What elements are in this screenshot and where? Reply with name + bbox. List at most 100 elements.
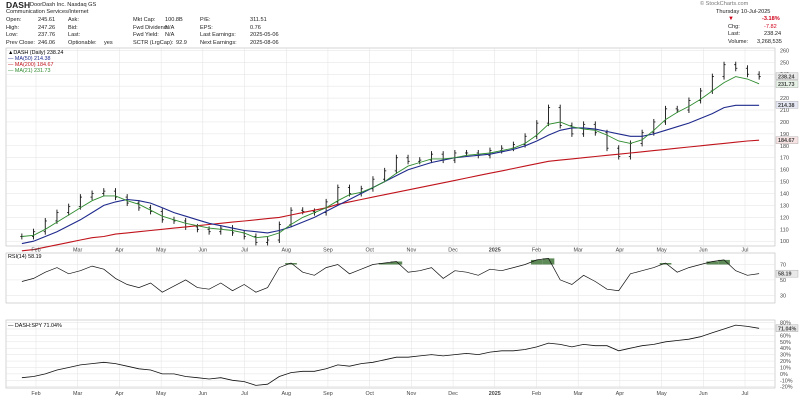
symbol-label: DASH [6,0,31,10]
quote-label: Volume: [728,38,749,45]
quote-value: 311.51 [250,17,267,23]
month-tick-label: Sep [323,391,333,397]
rsi-tick-label: 70 [780,263,786,269]
ratio-tick-label: 10% [780,365,791,371]
panel-frames [5,47,776,389]
change-value: -7.82 [764,23,777,30]
value-badge-box [775,324,799,332]
rsi-overbought-fill [390,261,403,265]
month-tick-label: Aug [281,248,291,254]
quote-label: P/E: [200,17,211,23]
price-tick-label: 190 [780,132,789,138]
quote-label: Low: [6,32,18,38]
panel-frame-3 [5,319,776,389]
quote-value: 238.24 [764,31,782,37]
rsi-overbought-fill [530,259,543,265]
ratio-tick-label: 80% [780,321,791,327]
quote-label: Fwd Yield: [133,32,159,38]
quote-value: 246.06 [38,39,56,46]
price-tick-label: 210 [780,108,789,114]
month-tick-label: Feb [532,391,541,397]
ratio-tick-label: -20% [780,385,793,391]
change-percent: -3.18% [762,16,780,22]
watermark: © StockCharts.com [700,1,749,7]
company-name: DoorDash Inc. Nasdaq GS [30,1,97,8]
ratio-panel [21,324,760,386]
rsi-tick-label: 50 [780,278,786,284]
quote-label: Mkt Cap: [133,17,156,23]
month-tick-label: May [156,391,166,397]
month-tick-label: Nov [407,248,417,254]
price-legend-entry: — MA(200) 184.67 [8,62,54,68]
ratio-tick-label: 40% [780,346,791,352]
quote-label: Chg: [728,23,740,30]
panel-frame-2 [5,252,776,304]
month-tick-label: Jul [241,391,248,397]
value-badge-text: 71.04% [778,326,796,332]
rsi-overbought-fill [659,263,672,265]
quote-label: Optionable: [68,39,97,46]
month-tick-label: Feb [532,248,541,254]
month-tick-label: Mar [574,391,583,397]
ma50-line [21,104,760,245]
down-arrow-icon: ▼ [728,16,734,22]
month-tick-label: Jul [241,248,248,254]
month-tick-label: Feb [31,391,40,397]
month-tick-label: May [156,248,166,254]
rsi-tick-label: 30 [780,293,786,299]
rsi-overbought-fill [542,258,555,265]
price-tick-label: 150 [780,180,789,186]
quote-value: 92.9 [176,39,187,46]
month-tick-label: Oct [365,391,374,397]
quote-date: Thursday 10-Jul-2025 [716,9,771,15]
ma200-line [21,139,760,252]
value-badge-text: 58.19 [778,272,792,278]
rsi-line [21,258,760,293]
value-badge-box [775,136,799,144]
month-tick-label: Jun [198,391,207,397]
rsi-overbought-fill [706,261,719,265]
price-tick-label: 130 [780,203,789,209]
price-tick-label: 110 [780,227,789,233]
ratio-tick-label: 60% [780,333,791,339]
month-tick-label: Jun [699,391,708,397]
price-tick-label: 200 [780,120,789,126]
rsi-overbought-fill [285,263,297,265]
quote-label: Bid: [68,24,78,31]
quote-label: Fwd Dividend: [133,24,169,31]
price-tick-label: 140 [780,192,789,198]
month-tick-label: Sep [323,248,333,254]
quote-label: Prev Close: [6,39,35,46]
month-tick-label: Feb [31,248,40,254]
price-legend-entry: — MA(50) 214.38 [8,56,51,62]
quote-label: SCTR (LrgCap): [133,39,174,46]
value-badge-box [775,269,799,278]
ratio-tick-label: 0% [780,372,788,378]
price-tick-label: 250 [780,60,789,66]
value-badges: 238.24 231.73 214.38 184.67 58.19 71.04% [775,72,799,332]
month-tick-label: Nov [407,391,417,397]
month-tick-label: May [656,391,666,397]
quote-label: Last: [68,32,81,38]
value-badge-text: 214.38 [778,103,795,109]
price-panel [20,61,761,252]
price-tick-label: 160 [780,168,789,174]
month-tick-label: 2025 [489,248,501,254]
quote-label: Next Earnings: [200,39,237,46]
value-badge-box [775,101,799,109]
quote-value: N/A [165,32,175,38]
month-tick-label: Jul [742,391,749,397]
ratio-tick-label: 50% [780,340,791,346]
month-tick-label: Mar [574,248,583,254]
value-badge-text: 231.73 [778,82,795,88]
month-tick-label: Mar [73,391,82,397]
month-tick-label: Apr [115,391,124,397]
sector-label: Communication Services/Internet [6,9,89,15]
month-tick-label: Aug [281,391,291,397]
quote-value: 247.26 [38,24,56,31]
ratio-tick-label: 20% [780,359,791,365]
legends: ▲DASH (Daily) 238.24— MA(50) 214.38— MA(… [8,50,63,329]
month-tick-label: Jul [742,248,749,254]
price-tick-label: 180 [780,144,789,150]
